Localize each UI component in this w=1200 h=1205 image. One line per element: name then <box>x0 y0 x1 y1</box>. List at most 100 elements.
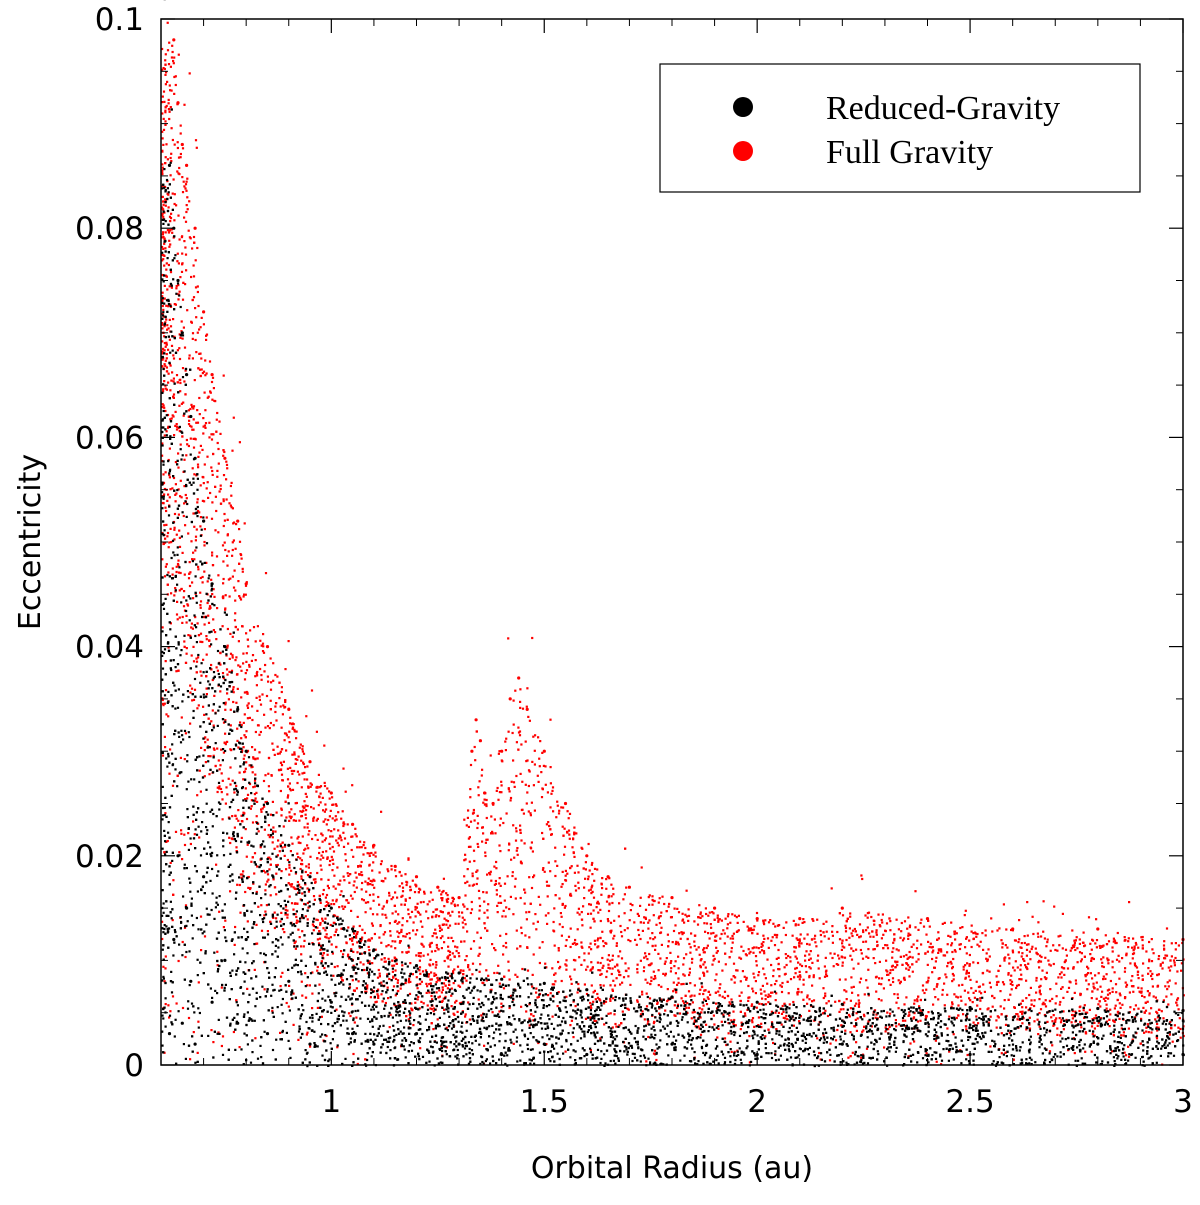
data-point <box>641 866 643 868</box>
data-point <box>280 976 282 978</box>
data-point <box>185 732 187 734</box>
data-point <box>311 838 313 840</box>
data-point <box>321 918 323 920</box>
data-point <box>763 923 765 925</box>
data-point <box>229 748 231 750</box>
data-point <box>263 714 265 716</box>
data-point <box>880 983 882 985</box>
data-point <box>717 950 719 952</box>
data-point <box>171 487 173 489</box>
data-point <box>865 956 867 958</box>
data-point <box>165 231 167 233</box>
data-point <box>798 1020 800 1022</box>
data-point <box>267 725 269 727</box>
data-point <box>519 825 521 827</box>
data-point <box>228 502 230 504</box>
data-point <box>1071 929 1073 931</box>
data-point <box>172 139 174 141</box>
data-point <box>1108 989 1110 991</box>
data-point <box>222 625 224 627</box>
data-point <box>588 876 590 878</box>
data-point <box>324 803 326 805</box>
data-point <box>1039 990 1041 992</box>
data-point <box>241 558 243 560</box>
data-point <box>249 887 251 889</box>
data-point <box>1168 985 1170 987</box>
data-point <box>215 638 217 640</box>
data-point <box>531 841 533 843</box>
data-point <box>678 943 680 945</box>
data-point <box>170 271 172 273</box>
data-point <box>715 973 717 975</box>
data-point <box>859 981 861 983</box>
data-point <box>504 741 506 743</box>
data-point <box>689 968 691 970</box>
data-point <box>327 879 329 881</box>
data-point <box>508 908 510 910</box>
data-point <box>185 183 187 185</box>
data-point <box>841 949 843 951</box>
data-point <box>1044 937 1046 939</box>
data-point <box>1109 1013 1111 1015</box>
data-point <box>165 1003 167 1005</box>
data-point <box>165 106 167 108</box>
data-point <box>574 872 576 874</box>
data-point <box>483 912 485 914</box>
data-point <box>1017 1015 1019 1017</box>
data-point <box>234 589 236 591</box>
data-point <box>314 882 316 884</box>
data-point <box>614 966 616 968</box>
data-point <box>820 930 822 932</box>
data-point <box>394 921 396 923</box>
data-point <box>326 894 328 896</box>
data-point <box>620 931 622 933</box>
data-point <box>232 576 234 578</box>
data-point <box>512 759 514 761</box>
data-point <box>183 515 185 517</box>
data-point <box>901 964 903 966</box>
data-point <box>640 921 642 923</box>
data-point <box>1137 947 1139 949</box>
data-point <box>476 877 478 879</box>
data-point <box>287 859 289 861</box>
data-point <box>279 752 281 754</box>
data-point <box>913 1016 915 1018</box>
data-point <box>934 996 936 998</box>
data-point <box>474 746 476 748</box>
data-point <box>215 864 217 866</box>
data-point <box>907 958 909 960</box>
data-point <box>567 810 569 812</box>
data-point <box>903 977 905 979</box>
data-point <box>772 975 774 977</box>
data-point <box>1038 1012 1040 1014</box>
data-point <box>975 990 977 992</box>
data-point <box>1083 932 1085 934</box>
data-point <box>231 555 233 557</box>
data-point <box>751 1021 753 1023</box>
data-point <box>268 785 270 787</box>
data-point <box>1031 946 1033 948</box>
data-point <box>493 972 495 974</box>
data-point <box>196 661 198 663</box>
data-point <box>611 902 613 904</box>
data-point <box>765 1003 767 1005</box>
data-point <box>399 871 401 873</box>
data-point <box>950 961 952 963</box>
data-point <box>193 405 195 407</box>
data-point <box>1018 951 1020 953</box>
data-point <box>260 674 262 676</box>
data-point <box>167 715 169 717</box>
data-point <box>216 412 218 414</box>
data-point <box>503 987 505 989</box>
data-point <box>371 870 373 872</box>
data-point <box>444 960 446 962</box>
data-point <box>200 445 202 447</box>
data-point <box>1108 1019 1110 1021</box>
data-point <box>206 334 208 336</box>
data-point <box>967 992 969 994</box>
data-point <box>231 450 233 452</box>
data-point <box>568 830 570 832</box>
data-point <box>168 546 170 548</box>
data-point <box>1112 991 1114 993</box>
data-point <box>987 1007 989 1009</box>
